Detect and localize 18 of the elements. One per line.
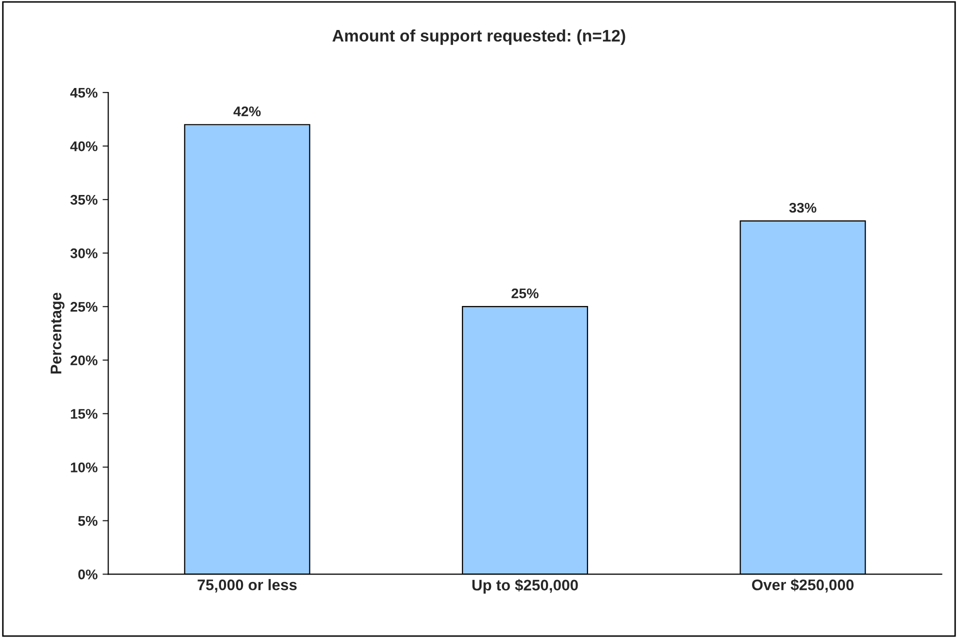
y-tick-label: 15% xyxy=(70,409,98,419)
x-tick-label: 75,000 or less xyxy=(198,579,297,592)
data-label: 42% xyxy=(233,106,261,116)
y-tick-label: 20% xyxy=(70,355,98,366)
chart-title: Amount of support requested: (n=12) xyxy=(332,29,626,45)
y-tick-label: 30% xyxy=(70,248,98,258)
y-tick-label: 25% xyxy=(70,302,98,312)
y-tick-label: 35% xyxy=(70,194,98,205)
y-tick-label: 0% xyxy=(78,570,98,580)
x-tick-label: Over $250,000 xyxy=(752,578,854,592)
y-tick-label: 45% xyxy=(70,88,98,98)
x-tick-label: Up to $250,000 xyxy=(472,579,578,594)
y-axis-title: Percentage xyxy=(50,292,64,374)
data-label: 33% xyxy=(789,202,816,213)
data-label: 25% xyxy=(512,288,539,298)
y-tick-label: 10% xyxy=(70,462,98,472)
y-tick-label: 40% xyxy=(70,141,98,152)
y-tick-label: 5% xyxy=(78,516,98,526)
